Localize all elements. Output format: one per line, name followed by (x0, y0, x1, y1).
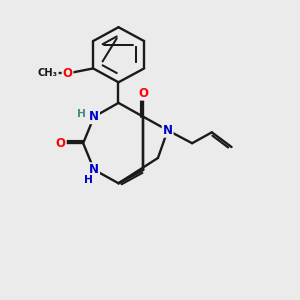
Text: N: N (89, 110, 99, 123)
Text: CH₃: CH₃ (38, 68, 58, 78)
Text: O: O (63, 67, 73, 80)
Text: O: O (138, 87, 148, 100)
Text: N: N (163, 124, 173, 137)
Text: H: H (77, 110, 86, 119)
Text: N: N (89, 163, 99, 176)
Text: O: O (56, 137, 66, 150)
Text: H: H (84, 175, 93, 185)
